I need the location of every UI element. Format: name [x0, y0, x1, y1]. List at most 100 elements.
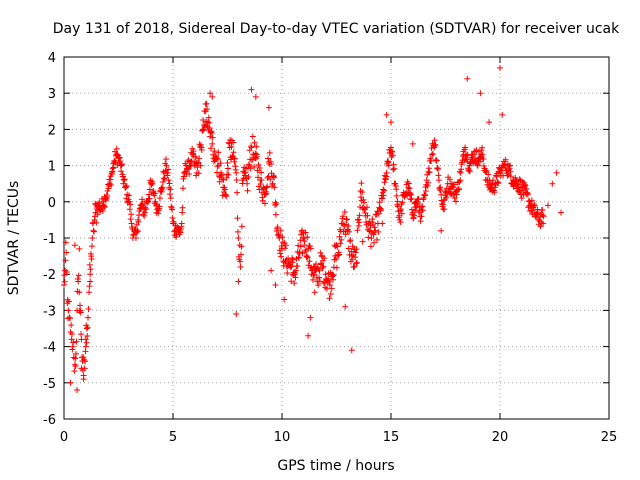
data-point-dense: [524, 191, 531, 198]
data-point-dense: [258, 177, 265, 184]
data-point-dense: [119, 171, 126, 178]
data-point-dense: [80, 354, 87, 361]
data-point-dense: [220, 176, 227, 183]
data-point-dense: [78, 331, 85, 338]
data-point-dense: [329, 271, 336, 278]
data-point: [265, 104, 272, 111]
data-point-dense: [295, 242, 302, 249]
data-point-dense: [198, 147, 205, 154]
data-point-dense: [417, 218, 424, 225]
data-point-dense: [466, 168, 473, 175]
data-point-dense: [372, 227, 379, 234]
data-point-dense: [224, 171, 231, 178]
data-point-dense: [101, 203, 108, 210]
data-point-dense: [531, 202, 538, 209]
data-point-dense: [139, 196, 146, 203]
data-point-dense: [77, 309, 84, 316]
data-point: [248, 86, 255, 93]
data-point-dense: [230, 139, 237, 146]
data-point-dense: [197, 162, 204, 169]
data-point-dense: [238, 223, 245, 230]
data-point-dense: [426, 169, 433, 176]
data-point-dense: [269, 180, 276, 187]
data-point: [305, 332, 312, 339]
data-point-dense: [186, 170, 193, 177]
data-point-dense: [63, 268, 70, 275]
data-point-dense: [336, 233, 343, 240]
data-point-dense: [62, 239, 69, 246]
data-point: [90, 227, 97, 234]
data-point-dense: [354, 227, 361, 234]
data-point-dense: [502, 156, 509, 163]
data-point-dense: [178, 223, 185, 230]
y-tick-label: -1: [43, 232, 56, 247]
data-point: [477, 90, 484, 97]
data-point-dense: [160, 175, 167, 182]
data-point: [342, 303, 349, 310]
data-point-dense: [128, 211, 135, 218]
data-point-dense: [336, 251, 343, 258]
y-tick-label: -6: [43, 413, 56, 428]
data-point-dense: [237, 258, 244, 265]
data-point-dense: [239, 180, 246, 187]
data-point-dense: [349, 256, 356, 263]
data-point-dense: [76, 302, 83, 309]
data-point-dense: [264, 175, 271, 182]
data-point-dense: [163, 156, 170, 163]
data-point: [348, 347, 355, 354]
data-point-dense: [333, 242, 340, 249]
data-point: [235, 235, 242, 241]
data-point-dense: [406, 185, 413, 192]
data-point-dense: [307, 245, 314, 252]
data-point-dense: [315, 282, 322, 289]
data-point-dense: [302, 246, 309, 253]
data-point-dense: [351, 263, 358, 270]
data-point: [86, 289, 93, 296]
data-point-dense: [480, 156, 487, 163]
data-point-dense: [254, 153, 261, 160]
data-point: [71, 361, 78, 368]
data-point-dense: [375, 228, 382, 235]
data-point: [89, 235, 96, 241]
data-point-dense: [247, 165, 254, 172]
data-point-dense: [192, 154, 199, 161]
data-point-dense: [231, 155, 238, 162]
data-point: [165, 177, 172, 184]
data-point-dense: [310, 272, 317, 279]
data-point-dense: [152, 202, 159, 209]
data-point-dense: [316, 267, 323, 274]
data-point-dense: [121, 176, 128, 183]
data-point-dense: [108, 171, 115, 178]
data-point-dense: [255, 174, 262, 181]
data-point-dense: [245, 174, 252, 181]
data-point-dense: [88, 243, 95, 250]
data-point-dense: [345, 223, 352, 230]
data-point: [209, 93, 216, 100]
data-point-dense: [360, 205, 367, 212]
data-point: [68, 336, 75, 343]
data-point: [497, 64, 503, 71]
data-point-dense: [87, 266, 94, 273]
data-point-dense: [463, 152, 470, 159]
data-point-dense: [423, 177, 430, 184]
data-point-dense: [339, 215, 346, 222]
data-point-dense: [225, 171, 232, 178]
data-point-dense: [338, 236, 345, 243]
data-point-dense: [205, 114, 212, 121]
data-point-dense: [345, 245, 352, 252]
data-point-dense: [475, 158, 482, 165]
data-point: [196, 155, 203, 162]
data-point-dense: [502, 164, 509, 171]
data-point-dense: [303, 252, 310, 259]
data-point-dense: [84, 324, 91, 331]
data-point-dense: [86, 283, 93, 290]
data-point-dense: [464, 158, 471, 165]
x-tick-label: 25: [601, 430, 618, 445]
data-point-dense: [278, 253, 285, 260]
data-point-dense: [435, 166, 442, 173]
data-point-dense: [180, 175, 187, 182]
data-point-dense: [485, 171, 492, 178]
data-point-dense: [461, 146, 468, 153]
data-point-dense: [68, 322, 75, 329]
